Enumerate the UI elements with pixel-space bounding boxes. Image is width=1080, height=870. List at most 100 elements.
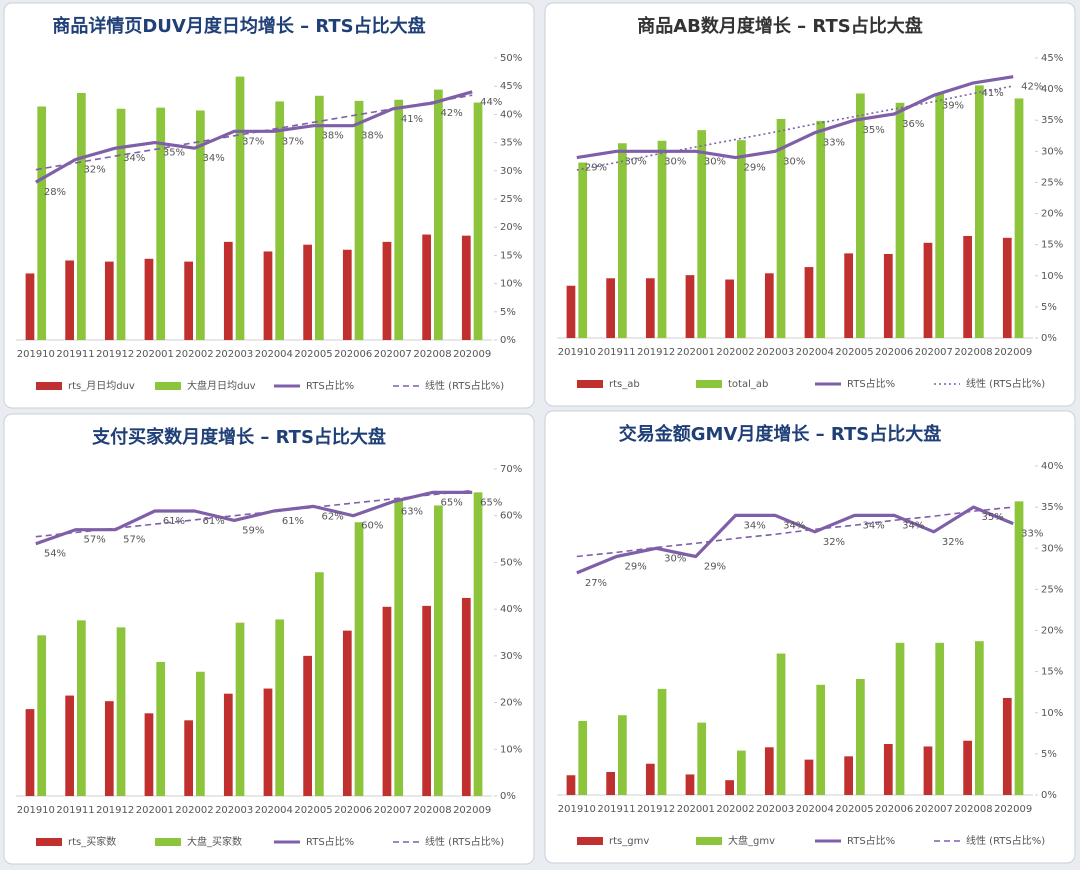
bar [764,747,774,795]
bar [804,267,814,338]
x-tick-label: 201912 [637,804,675,815]
bar [935,642,945,795]
bar [184,261,193,340]
bar [342,630,352,796]
data-label: 41% [401,114,423,125]
data-label: 42% [1021,82,1043,93]
bar [473,492,483,796]
legend-label: 线性 (RTS占比%) [966,377,1045,390]
bar [816,120,826,338]
bar [618,143,627,338]
y-tick-label: 35% [500,138,522,149]
x-tick-label: 202004 [255,805,293,816]
x-tick-label: 202005 [835,804,873,815]
y-tick-label: 20% [1041,209,1063,220]
bar [116,627,126,796]
legend-swatch [155,838,181,846]
bar [618,715,627,795]
data-label: 34% [863,520,885,531]
y-tick-label: 10% [500,744,522,755]
bar [1014,501,1024,795]
data-label: 34% [902,520,924,531]
y-tick-label: 10% [1041,708,1063,719]
data-label: 34% [744,520,766,531]
bar [342,249,352,340]
chart-panel: 商品详情页DUV月度日均增长 – RTS占比大盘 0% 5% 10% 15% 20% 25%… [3,2,535,409]
data-label: 35% [982,512,1004,523]
legend-label: 线性 (RTS占比%) [966,834,1045,847]
ratio-line [35,90,473,184]
data-label: 57% [123,535,145,546]
data-label: 30% [783,156,805,167]
x-tick-label: 202007 [374,349,412,360]
y-tick-label: 60% [500,511,522,522]
data-label: 34% [123,153,145,164]
y-tick-label: 40% [500,109,522,120]
legend-label: 大盘_gmv [728,834,775,847]
ratio-line [576,505,1014,575]
y-tick-label: 40% [1041,84,1063,95]
bar [116,108,126,340]
y-tick-label: 30% [500,651,522,662]
legend-label: RTS占比% [306,835,354,848]
bar [657,688,667,795]
y-tick-label: 70% [500,464,522,475]
chart-title: 商品详情页DUV月度日均增长 – RTS占比大盘 [52,15,425,37]
legend-swatch [155,382,181,390]
bar [963,740,972,795]
bar [315,95,324,341]
bar [804,759,814,795]
x-tick-label: 201910 [17,805,55,816]
y-tick-label: 50% [500,557,522,568]
x-tick-label: 202003 [756,804,794,815]
bar [235,622,245,796]
bar [645,763,655,795]
legend-swatch [36,838,62,846]
x-tick-label: 201912 [637,347,675,358]
bar [566,775,576,795]
y-tick-label: 5% [1041,302,1057,313]
bar [104,261,114,340]
data-label: 59% [242,525,264,536]
bar [895,642,905,795]
x-tick-label: 202002 [716,347,754,358]
bar [1014,98,1024,338]
x-tick-label: 202007 [374,805,412,816]
trend-line [35,489,473,538]
x-tick-label: 201910 [17,349,55,360]
data-label: 27% [585,578,607,589]
bar [975,641,984,795]
bar [354,522,364,796]
x-tick-label: 202008 [954,347,992,358]
bar [37,106,47,340]
data-label: 61% [163,516,185,527]
legend-swatch [577,837,603,845]
bar [303,655,312,796]
bar [697,130,707,338]
x-tick-label: 202007 [915,347,953,358]
x-tick-label: 201911 [56,349,94,360]
bar [382,241,392,340]
bar [737,140,746,338]
data-label: 65% [480,497,502,508]
bar [883,254,893,338]
bar [275,619,285,796]
y-tick-label: 20% [500,222,522,233]
bar [25,709,35,796]
bar [844,756,853,795]
bar [645,278,655,338]
legend-label: RTS占比% [306,379,354,392]
bar [697,722,707,795]
x-tick-label: 202008 [413,805,451,816]
x-tick-label: 202002 [716,804,754,815]
bar [77,620,86,796]
bar [566,285,576,338]
x-tick-label: 202004 [796,347,834,358]
data-label: 44% [480,97,502,108]
y-tick-label: 30% [500,166,522,177]
legend-swatch [696,380,722,388]
y-tick-label: 20% [1041,626,1063,637]
legend-swatch [36,382,62,390]
ratio-line [576,75,1014,160]
data-label: 29% [704,561,726,572]
